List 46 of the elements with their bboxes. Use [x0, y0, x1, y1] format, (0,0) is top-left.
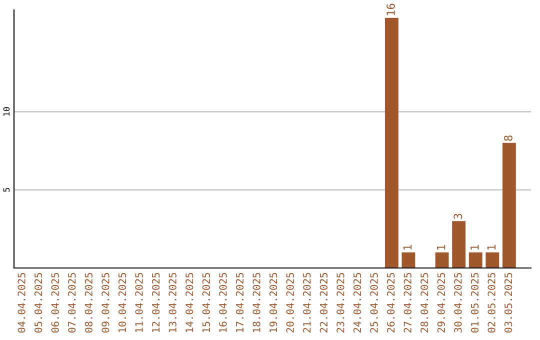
x-tick-label: 22.04.2025: [320, 272, 328, 332]
x-tick-label: 08.04.2025: [84, 272, 93, 333]
x-tick-label: 09.04.2025: [102, 272, 110, 333]
x-tick-label: 27.04.2025: [404, 272, 412, 332]
bar: [435, 252, 449, 268]
x-tick-label: 24.04.2025: [353, 272, 362, 332]
x-tick-label: 17.04.2025: [236, 272, 244, 332]
x-tick-label: 26.04.2025: [386, 272, 395, 332]
data-label: 16: [386, 4, 395, 16]
x-tick-label: 18.04.2025: [252, 272, 260, 332]
x-tick-label: 11.04.2025: [135, 272, 143, 332]
data-label: 1: [403, 245, 412, 250]
bar: [452, 221, 466, 268]
x-tick-label: 21.04.2025: [303, 272, 311, 332]
bar: [384, 18, 398, 268]
x-tick-label: 14.04.2025: [186, 272, 194, 332]
bar: [468, 252, 482, 268]
x-tick-label: 02.05.2025: [488, 272, 496, 333]
y-tick-label: 10: [3, 107, 10, 116]
bar: [402, 252, 416, 268]
x-tick-label: 06.04.2025: [51, 272, 59, 333]
bar: [502, 142, 516, 268]
x-tick-label: 16.04.2025: [219, 272, 227, 332]
x-tick-label: 25.04.2025: [370, 272, 378, 332]
bar: [486, 252, 500, 268]
data-label: 1: [437, 245, 446, 250]
data-label: 1: [487, 245, 496, 250]
x-tick-label: 12.04.2025: [152, 272, 160, 332]
x-tick-label: 15.04.2025: [202, 272, 210, 332]
x-tick-label: 07.04.2025: [68, 272, 76, 333]
x-tick-label: 20.04.2025: [286, 272, 294, 332]
x-tick-label: 03.05.2025: [504, 272, 512, 333]
x-tick-label: 05.04.2025: [34, 272, 42, 333]
x-tick-label: 10.04.2025: [118, 272, 126, 332]
data-label: 1: [470, 245, 479, 250]
x-tick-label: 28.04.2025: [420, 272, 428, 332]
y-tick-label: 5: [3, 188, 10, 192]
x-tick-label: 23.04.2025: [336, 272, 344, 332]
x-tick-label: 29.04.2025: [437, 272, 446, 332]
x-tick-label: 01.05.2025: [470, 272, 479, 333]
x-tick-label: 04.04.2025: [18, 272, 26, 333]
x-tick-label: 19.04.2025: [269, 272, 278, 332]
x-tick-label: 13.04.2025: [168, 272, 176, 332]
data-label: 3: [454, 214, 462, 219]
x-tick-label: 30.04.2025: [454, 272, 462, 333]
data-label: 8: [504, 136, 512, 141]
